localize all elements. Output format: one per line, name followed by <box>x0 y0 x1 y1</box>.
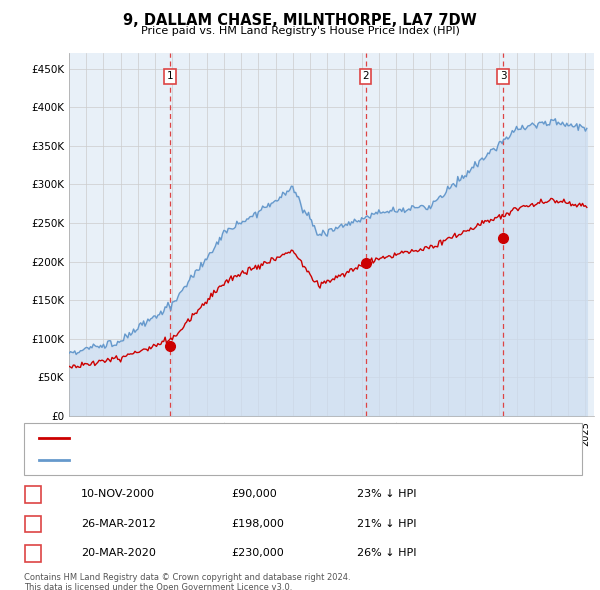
Text: £90,000: £90,000 <box>231 490 277 499</box>
Text: 20-MAR-2020: 20-MAR-2020 <box>81 549 156 558</box>
Text: £198,000: £198,000 <box>231 519 284 529</box>
Text: 1: 1 <box>167 71 173 81</box>
Text: Contains HM Land Registry data © Crown copyright and database right 2024.
This d: Contains HM Land Registry data © Crown c… <box>24 573 350 590</box>
Text: HPI: Average price, detached house, Westmorland and Furness: HPI: Average price, detached house, West… <box>78 455 406 466</box>
Text: 9, DALLAM CHASE, MILNTHORPE, LA7 7DW: 9, DALLAM CHASE, MILNTHORPE, LA7 7DW <box>123 13 477 28</box>
Text: 3: 3 <box>29 549 37 558</box>
Text: 26-MAR-2012: 26-MAR-2012 <box>81 519 156 529</box>
Text: Price paid vs. HM Land Registry's House Price Index (HPI): Price paid vs. HM Land Registry's House … <box>140 26 460 36</box>
Text: £230,000: £230,000 <box>231 549 284 558</box>
Text: 21% ↓ HPI: 21% ↓ HPI <box>357 519 416 529</box>
Text: 9, DALLAM CHASE, MILNTHORPE, LA7 7DW (detached house): 9, DALLAM CHASE, MILNTHORPE, LA7 7DW (de… <box>78 432 396 442</box>
Text: 2: 2 <box>362 71 369 81</box>
Text: 2: 2 <box>29 519 37 529</box>
Text: 3: 3 <box>500 71 506 81</box>
Text: 10-NOV-2000: 10-NOV-2000 <box>81 490 155 499</box>
Text: 1: 1 <box>29 490 37 499</box>
Text: 23% ↓ HPI: 23% ↓ HPI <box>357 490 416 499</box>
Text: 26% ↓ HPI: 26% ↓ HPI <box>357 549 416 558</box>
